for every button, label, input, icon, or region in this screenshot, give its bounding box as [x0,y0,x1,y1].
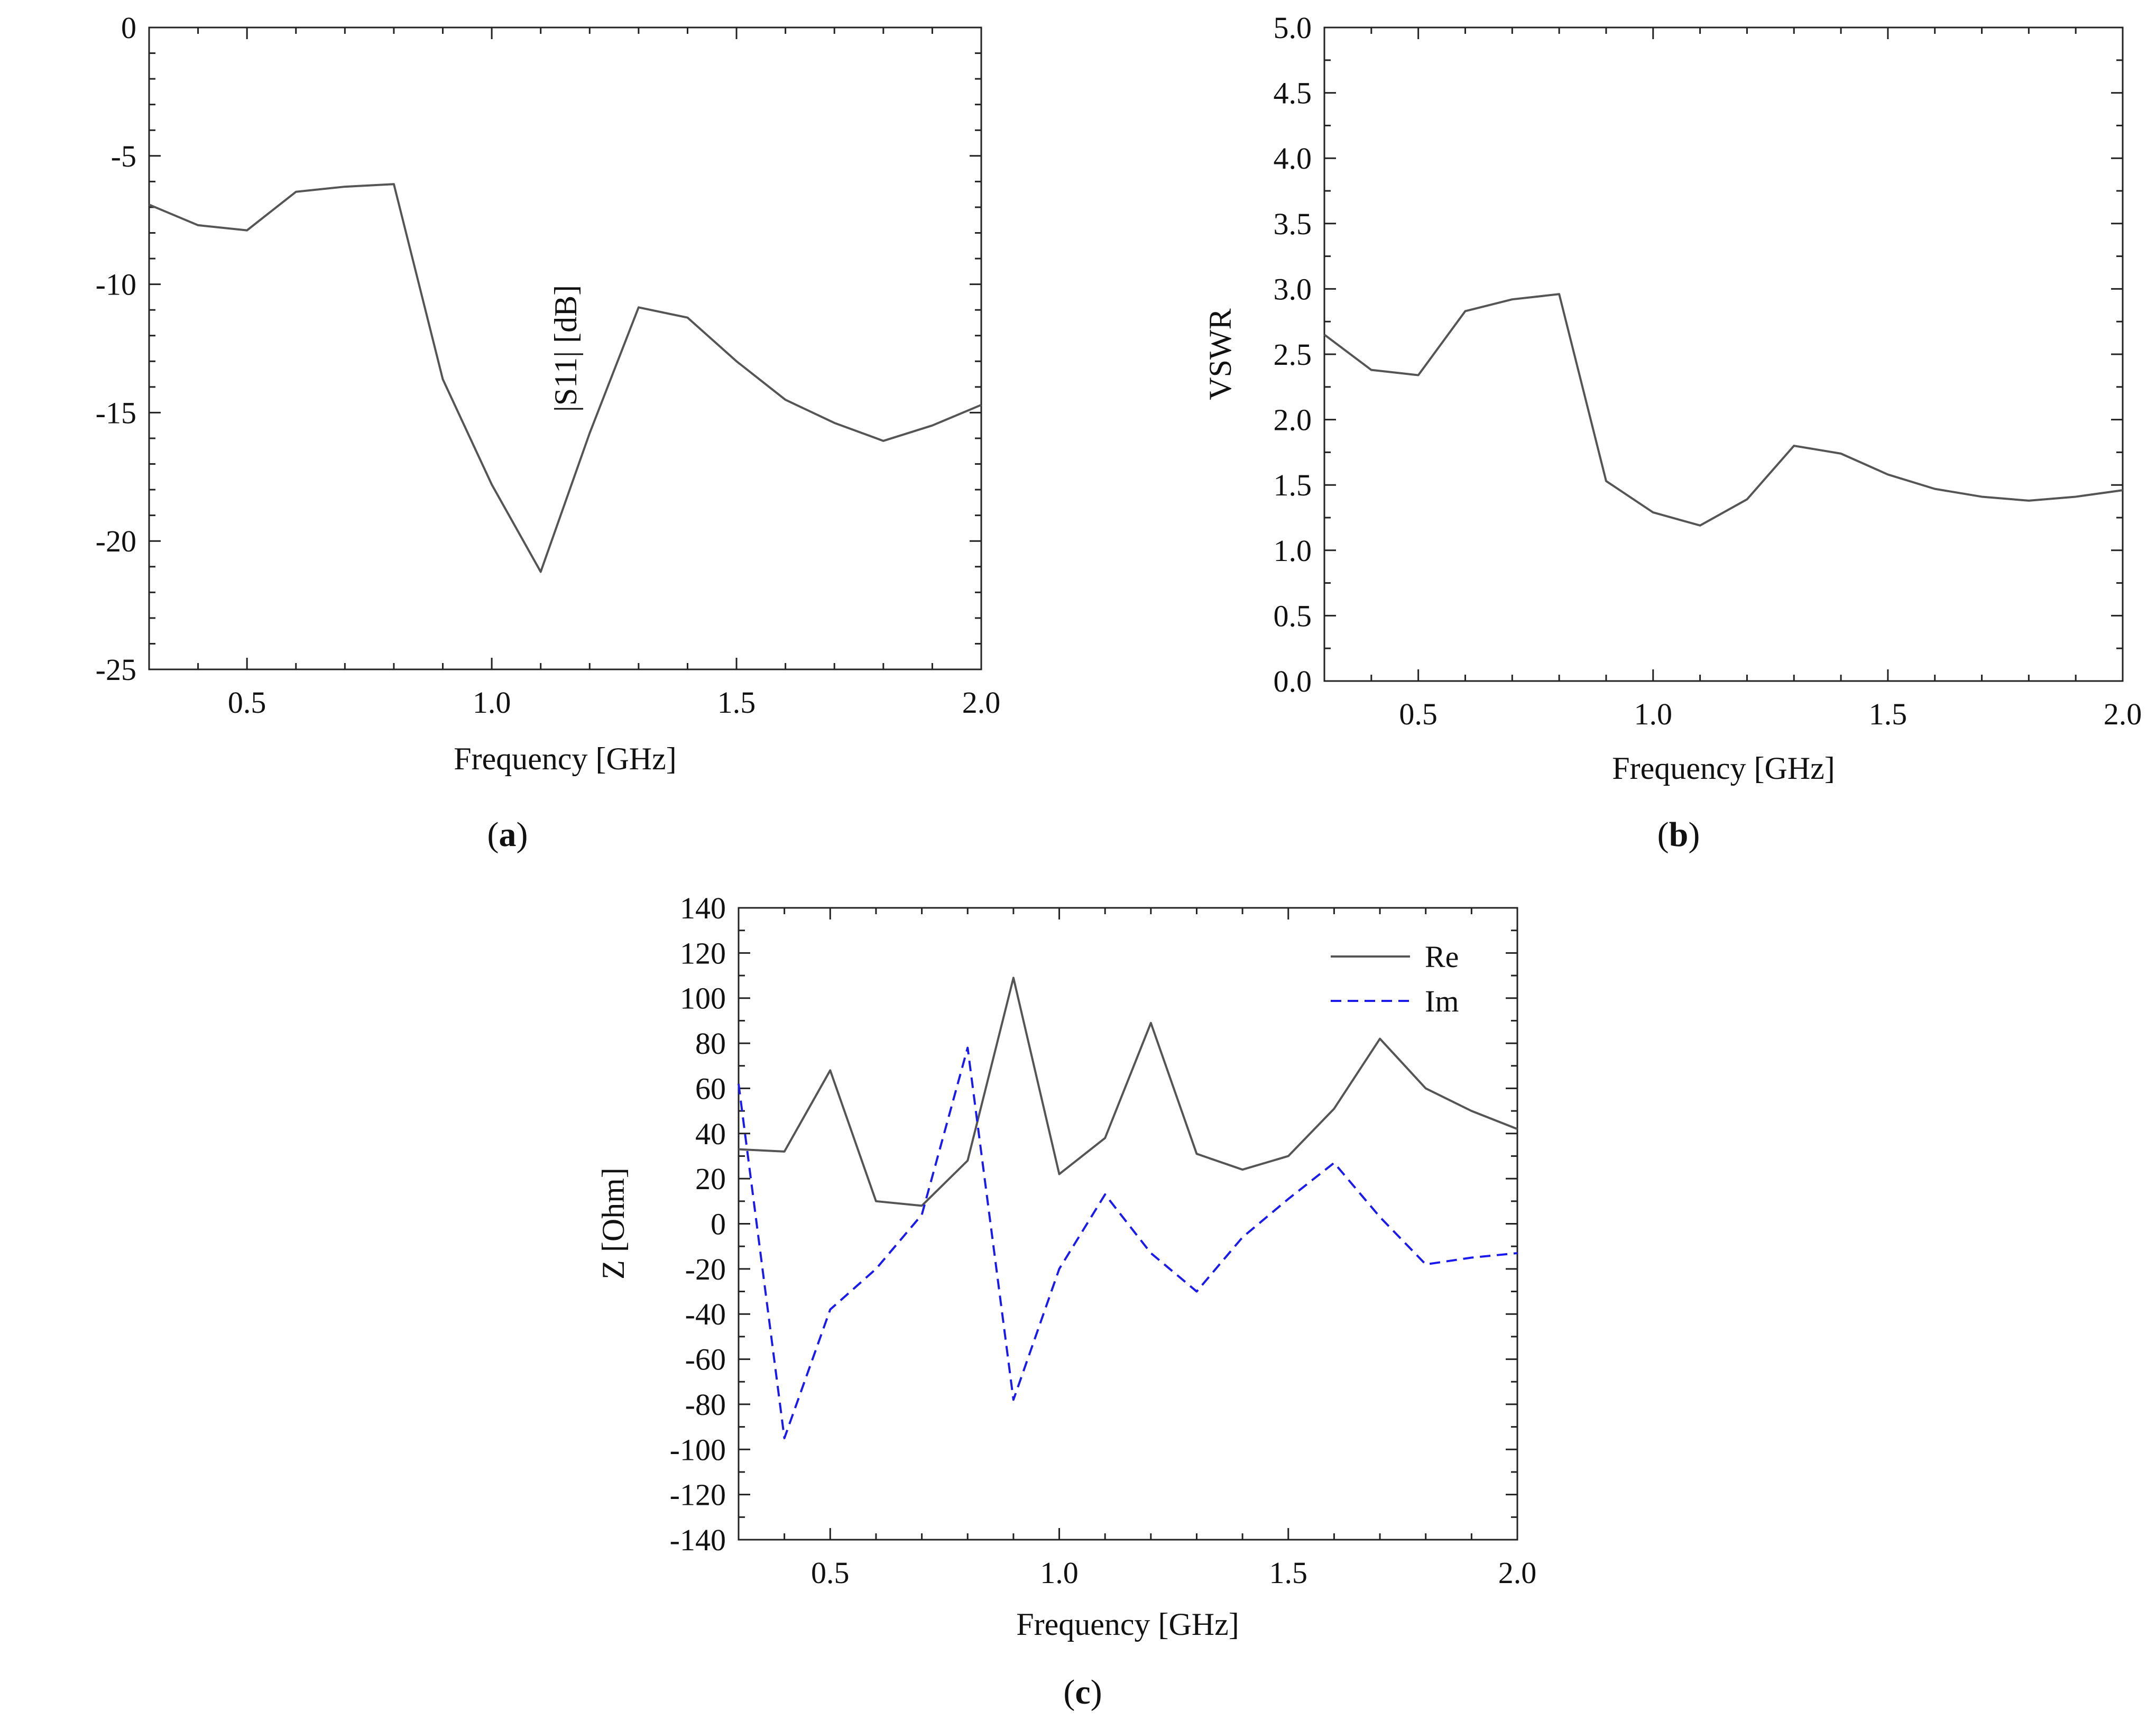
y-tick-label: -80 [685,1387,726,1422]
y-tick-label: 1.0 [1274,534,1312,568]
x-tick-label: 2.0 [2104,697,2142,731]
y-tick-label: 2.5 [1274,337,1312,372]
y-tick-label: 5.0 [1274,11,1312,45]
y-tick-label: -15 [96,395,136,430]
series-line-vswr [1323,293,2123,527]
y-tick-label: 3.5 [1274,207,1312,241]
panel-label: (c) [1063,1673,1102,1712]
legend-label: Im [1425,984,1459,1018]
series-line-s11 [149,183,982,573]
y-tick-label: 0.0 [1274,664,1312,698]
x-tick-label: 0.5 [811,1556,850,1590]
y-tick-label: 0 [121,11,136,45]
x-tick-label: 1.5 [1269,1556,1308,1590]
legend-label: Re [1425,940,1459,974]
x-tick-label: 2.0 [1498,1556,1537,1590]
x-tick-label: 1.5 [1869,697,1908,731]
y-tick-label: -20 [685,1252,726,1286]
y-tick-label: 40 [695,1117,726,1151]
x-tick-label: 1.0 [1040,1556,1079,1590]
y-tick-label: 4.5 [1274,76,1312,111]
series-line-re [738,977,1518,1207]
y-axis-title: |S11| [dB] [548,285,583,412]
y-tick-label: -40 [685,1297,726,1331]
panel-label: (b) [1657,815,1700,854]
x-tick-label: 1.0 [1634,697,1673,731]
x-axis-title: Frequency [GHz] [1612,751,1835,786]
series-line-im [738,1046,1518,1439]
x-tick-label: 1.0 [473,685,511,720]
x-tick-label: 0.5 [1399,697,1438,731]
x-tick-label: 2.0 [962,685,1001,720]
y-tick-label: -60 [685,1342,726,1377]
y-tick-label: 0.5 [1274,599,1312,633]
y-axis-title: Z [Ohm] [596,1167,631,1280]
y-tick-label: 2.0 [1274,403,1312,437]
y-tick-label: -140 [670,1523,726,1557]
y-tick-label: -100 [670,1432,726,1467]
y-tick-label: -20 [96,524,136,558]
y-tick-label: 1.5 [1274,468,1312,502]
y-tick-label: -25 [96,652,136,687]
panel-a: 0.5 1.0 1.5 2.0 0 -5 -10 -15 -20 -25 Frequency [GH… [96,11,1001,854]
y-tick-label: 60 [695,1071,726,1106]
y-tick-label: -10 [96,268,136,302]
y-tick-label: 0 [711,1207,726,1241]
y-tick-label: 120 [680,936,726,970]
plot-frame [738,907,1518,1541]
y-tick-label: 140 [680,891,726,925]
panel-label: (a) [487,815,528,854]
y-tick-label: 100 [680,981,726,1016]
y-tick-label: 80 [695,1026,726,1061]
y-tick-label: -5 [111,139,136,173]
y-tick-label: -120 [670,1478,726,1512]
y-tick-label: 4.0 [1274,141,1312,176]
x-axis-title: Frequency [GHz] [454,741,677,776]
plot-frame [1323,26,2124,682]
panel-b: 0.5 1.0 1.5 2.0 0.0 0.5 1.0 1.5 2.0 2.5 3.0 3.5 4.0 4… [1203,11,2142,854]
y-tick-label: 3.0 [1274,272,1312,306]
panel-c: 0.5 1.0 1.5 2.0 140 120 100 80 60 40 20 0 -20 -40 -60 -… [596,891,1536,1712]
x-axis-title: Frequency [GHz] [1016,1607,1239,1642]
plot-frame [148,26,982,670]
y-tick-label: 20 [695,1162,726,1196]
x-tick-label: 0.5 [228,685,266,720]
y-axis-title: VSWR [1203,308,1238,400]
x-tick-label: 1.5 [717,685,756,720]
